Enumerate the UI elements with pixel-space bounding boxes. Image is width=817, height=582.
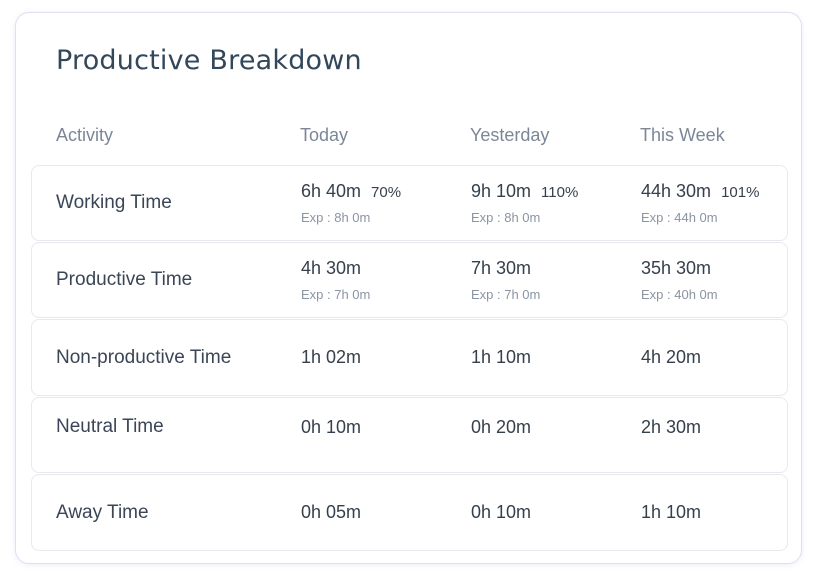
time-value: 0h 20m	[471, 417, 532, 437]
time-value: 0h 10m	[301, 417, 362, 437]
cell-this-week: 4h 20m	[641, 320, 701, 395]
expected-value: Exp : 7h 0m	[301, 287, 371, 302]
activity-label: Away Time	[56, 501, 149, 523]
time-value: 4h 20m	[641, 347, 702, 367]
percent-value: 110%	[541, 184, 579, 201]
time-value: 2h 30m	[641, 417, 702, 437]
table-row-working-time: Working Time 6h 40m 70% Exp : 8h 0m 9h 1…	[31, 165, 788, 241]
percent-value: 70%	[371, 184, 402, 201]
header-activity: Activity	[56, 125, 114, 145]
table-row-neutral-time: Neutral Time 0h 10m 0h 20m 2h 30m	[31, 397, 788, 473]
cell-today: 0h 10m	[301, 398, 361, 472]
time-value: 44h 30m	[641, 181, 712, 201]
card-title: Productive Breakdown	[56, 45, 362, 76]
time-value: 1h 10m	[471, 347, 532, 367]
cell-today: 4h 30m Exp : 7h 0m	[301, 243, 370, 317]
cell-today: 0h 05m	[301, 475, 361, 550]
activity-label: Productive Time	[56, 269, 193, 290]
expected-value: Exp : 40h 0m	[641, 287, 718, 302]
cell-today: 6h 40m 70% Exp : 8h 0m	[301, 166, 401, 240]
cell-yesterday: 9h 10m 110% Exp : 8h 0m	[471, 166, 578, 240]
cell-this-week: 1h 10m	[641, 475, 701, 550]
table-row-productive-time: Productive Time 4h 30m Exp : 7h 0m 7h 30…	[31, 242, 788, 318]
header-this-week: This Week	[640, 125, 725, 145]
cell-today: 1h 02m	[301, 320, 361, 395]
cell-yesterday: 7h 30m Exp : 7h 0m	[471, 243, 540, 317]
productive-breakdown-card: Productive Breakdown Activity Today Yest…	[15, 12, 802, 564]
cell-yesterday: 1h 10m	[471, 320, 531, 395]
header-yesterday: Yesterday	[470, 125, 550, 145]
time-value: 1h 10m	[641, 502, 702, 522]
percent-value: 101%	[721, 184, 760, 201]
time-value: 1h 02m	[301, 347, 362, 367]
cell-this-week: 44h 30m 101% Exp : 44h 0m	[641, 166, 759, 240]
time-value: 9h 10m	[471, 181, 532, 201]
breakdown-table-body: Working Time 6h 40m 70% Exp : 8h 0m 9h 1…	[31, 165, 788, 551]
time-value: 0h 05m	[301, 502, 362, 522]
cell-yesterday: 0h 20m	[471, 398, 531, 472]
table-row-non-productive-time: Non-productive Time 1h 02m 1h 10m 4h 20m	[31, 319, 788, 396]
time-value: 4h 30m	[301, 258, 362, 278]
activity-label: Non-productive Time	[56, 346, 232, 368]
table-row-away-time: Away Time 0h 05m 0h 10m 1h 10m	[31, 474, 788, 551]
cell-yesterday: 0h 10m	[471, 475, 531, 550]
table-header: Activity Today Yesterday This Week	[31, 125, 788, 151]
expected-value: Exp : 44h 0m	[641, 210, 718, 225]
expected-value: Exp : 7h 0m	[471, 287, 541, 302]
time-value: 0h 10m	[471, 502, 532, 522]
time-value: 7h 30m	[471, 258, 532, 278]
time-value: 35h 30m	[641, 258, 712, 278]
activity-label: Neutral Time	[56, 416, 164, 437]
cell-this-week: 35h 30m Exp : 40h 0m	[641, 243, 718, 317]
cell-this-week: 2h 30m	[641, 398, 701, 472]
header-today: Today	[300, 125, 349, 145]
time-value: 6h 40m	[301, 181, 362, 201]
expected-value: Exp : 8h 0m	[471, 210, 541, 225]
activity-label: Working Time	[56, 192, 172, 213]
expected-value: Exp : 8h 0m	[301, 210, 371, 225]
